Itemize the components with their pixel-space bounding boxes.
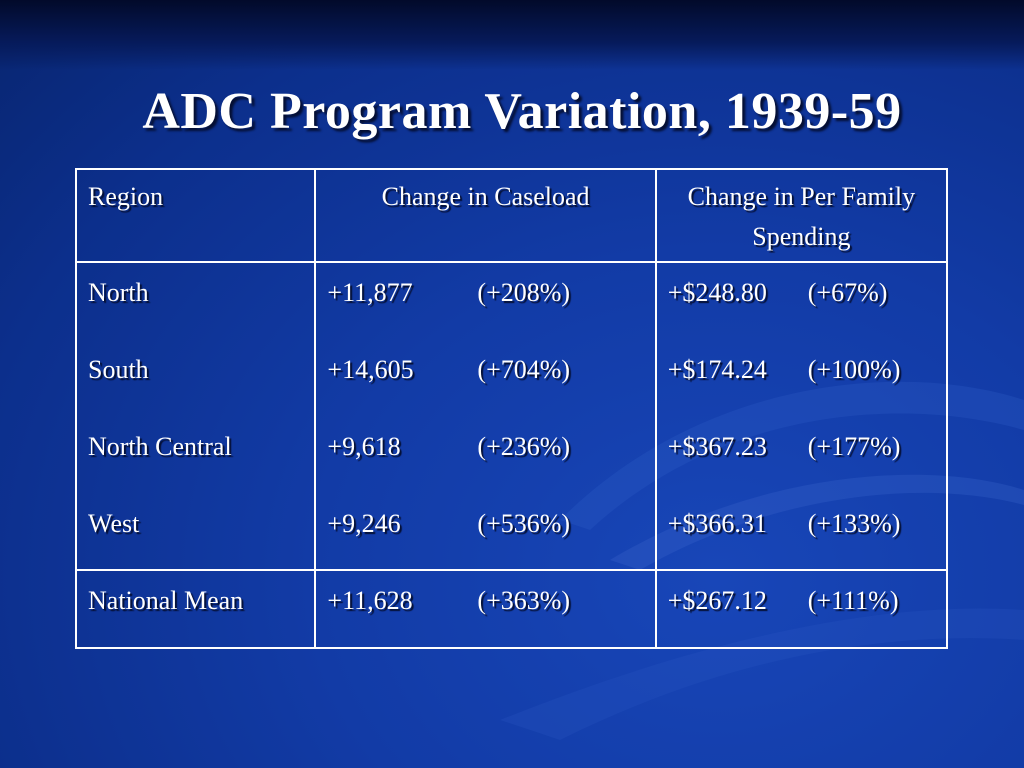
footer-spending: +$267.12 (+111%): [654, 569, 949, 649]
region-north: North: [88, 278, 149, 307]
caseload-percent: (+363%): [477, 586, 571, 615]
region-north-central: North Central: [88, 432, 232, 461]
spending-cell: +$248.80 (+67%) +$174.24 (+100%) +$367.23 (…: [654, 261, 949, 571]
footer-caseload: +11,628 (+363%): [314, 569, 657, 649]
spending-north: +$248.80 (+67%): [668, 273, 935, 350]
caseload-south: +14,605 (+704%): [327, 350, 643, 427]
caseload-west: +9,246 (+536%): [327, 504, 643, 544]
caseload-value: +14,605: [327, 355, 414, 384]
spending-percent: (+67%): [807, 278, 888, 307]
spending-percent: (+177%): [807, 432, 901, 461]
table-body-row: North South North Central West +11,877 (+…: [74, 261, 949, 571]
caseload-percent: (+208%): [477, 278, 571, 307]
footer-region: National Mean: [74, 569, 317, 649]
region-south: South: [88, 355, 149, 384]
caseload-value: +9,246: [327, 509, 401, 538]
data-table: Region Change in Caseload Change in Per …: [74, 168, 949, 649]
caseload-value: +11,877: [327, 278, 413, 307]
caseload-north: +11,877 (+208%): [327, 273, 643, 350]
top-dark-band: [0, 0, 1024, 70]
spending-percent: (+100%): [807, 355, 901, 384]
caseload-north-central: +9,618 (+236%): [327, 427, 643, 504]
header-spending: Change in Per Family Spending: [654, 168, 949, 263]
spending-percent: (+111%): [807, 586, 899, 615]
table-header-row: Region Change in Caseload Change in Per …: [74, 168, 949, 263]
spending-value: +$367.23: [667, 432, 767, 461]
caseload-cell: +11,877 (+208%) +14,605 (+704%) +9,618 (+23…: [314, 261, 657, 571]
spending-percent: (+133%): [807, 509, 901, 538]
slide-title: ADC Program Variation, 1939-59: [142, 83, 902, 140]
region-west: West: [88, 509, 140, 538]
spending-west: +$366.31 (+133%): [668, 504, 935, 544]
caseload-percent: (+236%): [477, 432, 571, 461]
caseload-percent: (+704%): [477, 355, 571, 384]
caseload-value: +9,618: [327, 432, 401, 461]
spending-value: +$174.24: [667, 355, 767, 384]
header-region: Region: [74, 168, 317, 263]
caseload-value: +11,628: [327, 586, 413, 615]
region-cell: North South North Central West: [74, 261, 317, 571]
caseload-percent: (+536%): [477, 509, 571, 538]
table-footer-row: National Mean +11,628 (+363%) +$267.12 (+1…: [74, 569, 949, 649]
spending-north-central: +$367.23 (+177%): [668, 427, 935, 504]
spending-south: +$174.24 (+100%): [668, 350, 935, 427]
header-caseload: Change in Caseload: [314, 168, 657, 263]
spending-value: +$267.12: [667, 586, 767, 615]
spending-value: +$248.80: [667, 278, 767, 307]
spending-value: +$366.31: [667, 509, 767, 538]
